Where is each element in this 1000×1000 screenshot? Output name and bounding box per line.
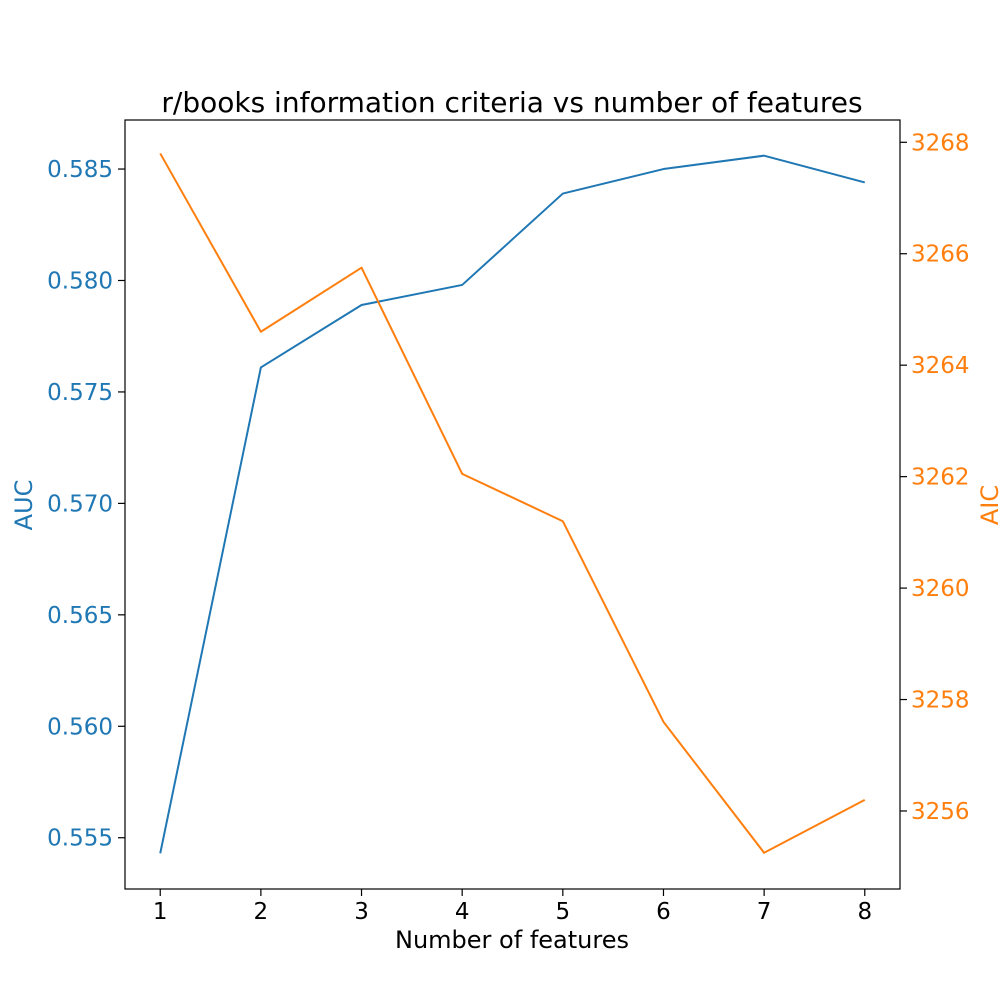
x-tick-label: 7 <box>757 899 772 925</box>
y-left-tick-label: 0.560 <box>47 714 113 740</box>
x-axis: 1 2 3 4 5 6 7 8 <box>153 889 872 925</box>
y-left-tick-label: 0.580 <box>47 268 113 294</box>
y-right-tick-label: 3260 <box>911 576 970 602</box>
aic-series-line <box>159 152 866 854</box>
chart-title: r/books information criteria vs number o… <box>161 86 862 119</box>
y-left-tick-label: 0.555 <box>47 826 113 852</box>
x-tick-label: 6 <box>656 899 671 925</box>
x-tick-label: 2 <box>254 899 269 925</box>
y-left-tick-label: 0.585 <box>47 157 113 183</box>
y-axis-right-label: AIC <box>976 485 1000 525</box>
plot-frame <box>124 119 901 890</box>
x-tick-label: 5 <box>556 899 571 925</box>
y-left-tick-label: 0.565 <box>47 603 113 629</box>
y-right-tick-label: 3268 <box>911 130 970 156</box>
plot-area <box>159 152 866 854</box>
y-axis-right: 3256 3258 3260 3262 3264 3266 3268 <box>900 130 970 825</box>
y-left-tick-label: 0.575 <box>47 380 113 406</box>
y-right-tick-label: 3266 <box>911 242 970 268</box>
y-right-tick-label: 3264 <box>911 353 970 379</box>
x-tick-label: 1 <box>153 899 168 925</box>
x-tick-label: 3 <box>354 899 369 925</box>
y-left-tick-label: 0.570 <box>47 491 113 517</box>
y-right-tick-label: 3258 <box>911 688 970 714</box>
x-axis-label: Number of features <box>395 926 629 954</box>
y-right-tick-label: 3256 <box>911 799 970 825</box>
y-axis-left: 0.555 0.560 0.565 0.570 0.575 0.580 0.585 <box>47 157 125 852</box>
x-tick-label: 4 <box>455 899 470 925</box>
x-tick-label: 8 <box>857 899 872 925</box>
auc-series-line <box>159 154 866 854</box>
y-right-tick-label: 3262 <box>911 465 970 491</box>
y-axis-left-label: AUC <box>10 480 38 531</box>
